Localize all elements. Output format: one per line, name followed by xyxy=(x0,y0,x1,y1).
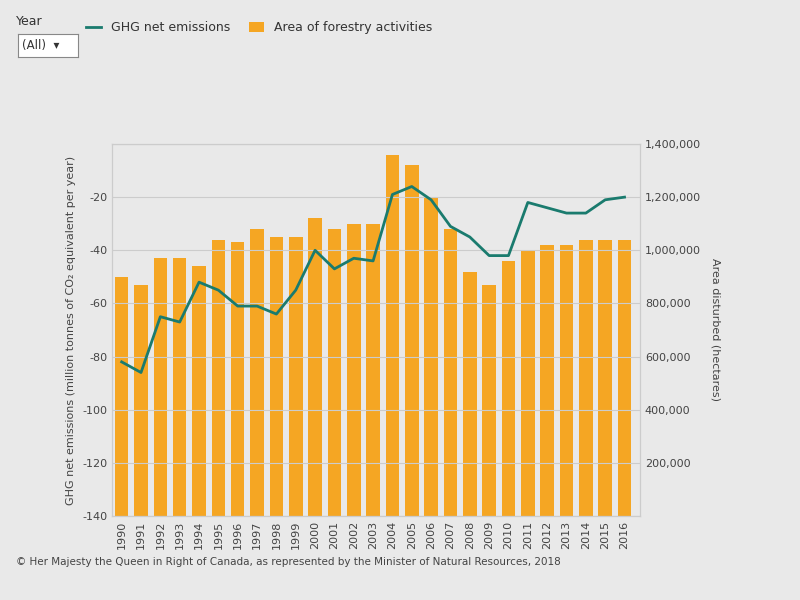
Y-axis label: GHG net emissions (million tonnes of CO₂ equivalent per year): GHG net emissions (million tonnes of CO₂… xyxy=(66,155,77,505)
Bar xyxy=(540,245,554,516)
Y-axis label: Area disturbed (hectares): Area disturbed (hectares) xyxy=(710,259,721,401)
Text: Year: Year xyxy=(16,15,42,28)
Legend: GHG net emissions, Area of forestry activities: GHG net emissions, Area of forestry acti… xyxy=(86,21,433,34)
Bar xyxy=(270,237,283,516)
Bar xyxy=(250,229,264,516)
Bar xyxy=(579,239,593,516)
Bar xyxy=(308,218,322,516)
Bar xyxy=(328,229,341,516)
Bar xyxy=(618,239,631,516)
Bar xyxy=(231,242,245,516)
Bar xyxy=(386,155,399,516)
Bar xyxy=(482,285,496,516)
Bar xyxy=(598,239,612,516)
Bar xyxy=(366,224,380,516)
Text: © Her Majesty the Queen in Right of Canada, as represented by the Minister of Na: © Her Majesty the Queen in Right of Cana… xyxy=(16,557,561,567)
Bar xyxy=(154,258,167,516)
Bar xyxy=(347,224,361,516)
Bar xyxy=(502,261,515,516)
Bar xyxy=(212,239,225,516)
Bar xyxy=(560,245,574,516)
Bar xyxy=(134,285,148,516)
Bar xyxy=(405,165,418,516)
Bar xyxy=(289,237,302,516)
Bar xyxy=(463,272,477,516)
Text: (All)  ▾: (All) ▾ xyxy=(22,39,60,52)
Bar xyxy=(444,229,458,516)
Bar xyxy=(192,266,206,516)
Bar xyxy=(424,197,438,516)
Bar xyxy=(115,277,129,516)
Bar xyxy=(173,258,186,516)
Bar xyxy=(521,250,534,516)
